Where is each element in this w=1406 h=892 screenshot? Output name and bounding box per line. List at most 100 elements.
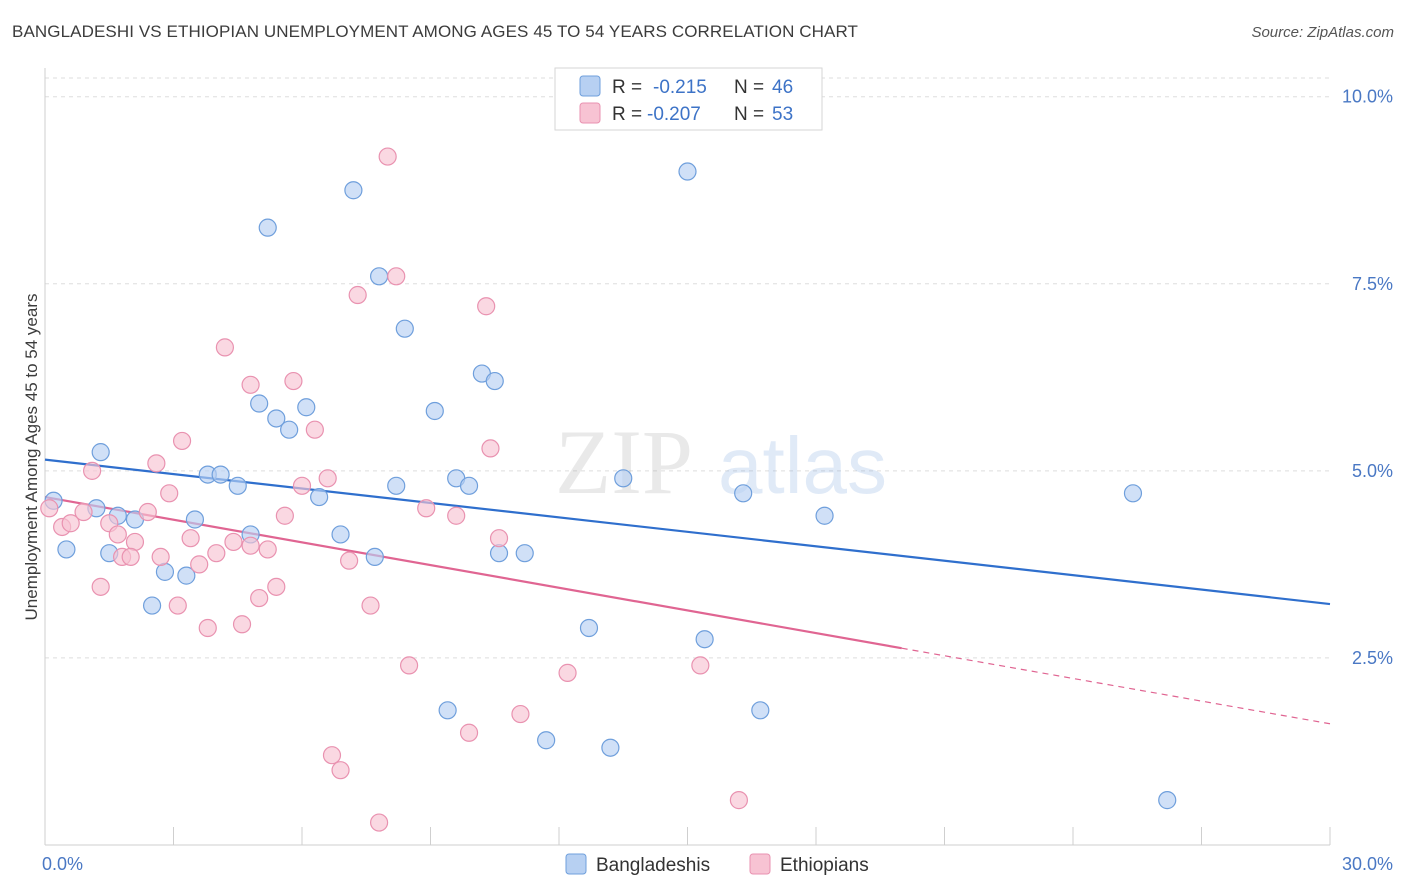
bangladeshi-point-15 (258, 218, 277, 237)
ethiopian-point-13 (160, 484, 179, 503)
ethiopian-point-52 (121, 547, 140, 567)
ethiopian-point-27 (275, 506, 294, 525)
ethiopian-point-9 (125, 532, 145, 552)
ethiopian-point-43 (459, 723, 479, 742)
bangladeshi-point-11 (211, 465, 230, 484)
legend-item-bangladeshis: Bangladeshis (596, 855, 710, 876)
legend-r-label-1: R = (612, 77, 642, 98)
bangladeshi-point-29 (459, 476, 479, 495)
ethiopian-point-36 (361, 596, 380, 615)
ethiopian-point-18 (198, 618, 217, 638)
bangladeshi-point-6 (142, 596, 162, 615)
ethiopian-point-46 (489, 529, 509, 548)
bangladeshi-point-26 (425, 401, 444, 421)
bangladeshi-point-45 (91, 443, 110, 462)
ethiopian-point-15 (172, 431, 192, 451)
legend-swatch-ethiopians (579, 102, 601, 124)
legend-n-value-2: 53 (772, 104, 793, 125)
trendline-1-dashed (901, 647, 1331, 725)
ethiopian-point-37 (370, 813, 389, 832)
ethiopian-point-20 (215, 338, 234, 357)
bangladeshi-point-40 (734, 484, 753, 503)
source-label: Source: ZipAtlas.com (1251, 24, 1394, 41)
bangladeshi-point-9 (185, 510, 205, 529)
ethiopian-point-12 (151, 547, 170, 567)
bangladeshi-point-1 (57, 540, 76, 559)
ethiopian-point-24 (250, 588, 269, 608)
bangladeshi-point-33 (515, 544, 534, 563)
ethiopian-point-3 (74, 502, 93, 522)
x-tick-labels: 0.0% 30.0% (42, 854, 1393, 874)
bangladeshi-point-39 (695, 630, 714, 649)
bangladeshi-point-38 (678, 162, 697, 181)
ethiopian-point-48 (558, 663, 577, 682)
legend-n-value-1: 46 (772, 77, 793, 98)
chart-title: BANGLADESHI VS ETHIOPIAN UNEMPLOYMENT AM… (12, 22, 859, 41)
ethiopian-point-17 (190, 555, 209, 574)
ethiopian-point-45 (481, 439, 500, 458)
ethiopian-point-34 (340, 551, 359, 570)
ethiopian-point-29 (292, 476, 312, 495)
series-legend: Bangladeshis Ethiopians (565, 853, 869, 876)
ethiopian-point-32 (322, 746, 342, 765)
ethiopian-point-39 (387, 267, 406, 286)
bangladeshi-point-36 (601, 738, 620, 757)
ethiopian-point-33 (331, 761, 350, 780)
data-points (40, 147, 1177, 832)
ethiopian-point-31 (318, 469, 337, 488)
bangladeshi-point-21 (344, 181, 363, 200)
ethiopian-point-41 (417, 499, 436, 518)
bangladeshi-point-23 (370, 267, 389, 286)
bangladeshi-point-34 (537, 731, 556, 750)
legend-n-label-2: N = (734, 104, 764, 125)
ethiopian-point-11 (147, 454, 166, 473)
legend-item-ethiopians: Ethiopians (780, 855, 869, 876)
bangladeshi-point-20 (331, 525, 350, 544)
ethiopian-point-28 (284, 371, 303, 391)
y-tick-labels: 2.5% 5.0% 7.5% 10.0% (1342, 87, 1393, 668)
axes (44, 68, 1331, 846)
ethiopian-point-50 (729, 791, 749, 810)
y-tick-label-2: 7.5% (1352, 274, 1393, 294)
ethiopian-point-0 (40, 499, 59, 518)
bangladeshi-point-43 (1123, 484, 1143, 503)
ethiopian-point-2 (61, 514, 80, 533)
ethiopian-point-4 (83, 461, 102, 480)
bangladeshi-point-25 (395, 319, 414, 338)
x-tick-label-0: 0.0% (42, 854, 83, 874)
bangladeshi-point-19 (310, 487, 329, 507)
y-tick-label-1: 5.0% (1352, 461, 1393, 481)
bangladeshi-point-31 (485, 371, 504, 391)
legend-r-value-2: -0.207 (647, 104, 701, 125)
legend-item-bangladeshis-swatch (565, 853, 587, 875)
ethiopian-point-5 (91, 577, 110, 596)
bangladeshi-point-35 (579, 618, 599, 638)
ethiopian-point-35 (348, 285, 367, 305)
ethiopian-point-44 (477, 297, 496, 316)
bangladeshi-point-14 (250, 394, 269, 413)
y-tick-label-0: 2.5% (1352, 648, 1393, 668)
x-tick-label-1: 30.0% (1342, 854, 1393, 874)
y-axis-title: Unemployment Among Ages 45 to 54 years (22, 294, 41, 621)
bangladeshi-point-8 (177, 566, 196, 585)
bangladeshi-point-7 (155, 562, 175, 581)
ethiopian-point-19 (207, 544, 226, 563)
bangladeshi-point-27 (438, 701, 457, 720)
ethiopian-point-14 (168, 596, 187, 615)
ethiopian-point-23 (241, 375, 260, 394)
bangladeshi-point-17 (280, 420, 299, 439)
ethiopian-point-38 (378, 147, 397, 166)
bangladeshi-point-42 (815, 506, 834, 525)
bangladeshi-point-16 (267, 409, 286, 428)
bangladeshi-point-12 (228, 476, 247, 495)
ethiopian-point-26 (267, 577, 286, 596)
watermark-zip: ZIP (555, 411, 693, 513)
stats-legend: R = -0.215 N = 46 R = -0.207 N = 53 (554, 67, 823, 131)
ethiopian-point-47 (511, 704, 530, 724)
ethiopian-point-21 (224, 532, 243, 552)
bangladeshi-point-18 (297, 398, 316, 417)
trendline-0 (44, 458, 1331, 606)
ethiopian-point-10 (138, 502, 157, 522)
legend-item-ethiopians-swatch (749, 853, 771, 875)
